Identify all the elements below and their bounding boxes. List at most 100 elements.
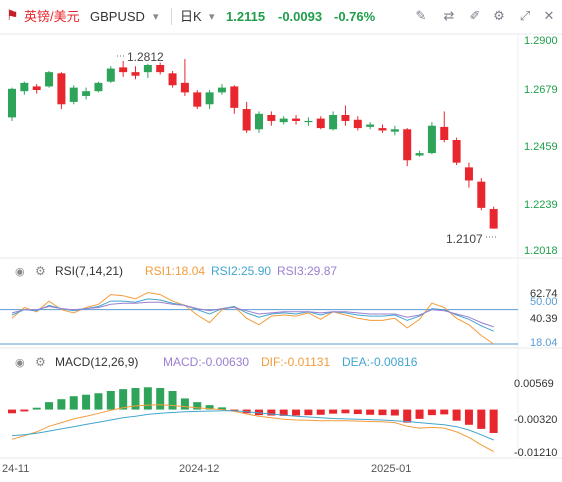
- macd-bar: [279, 409, 288, 416]
- candle-body: [193, 92, 202, 107]
- macd-bar: [205, 405, 214, 410]
- candle-body: [279, 118, 288, 123]
- macd-value: MACD:-0.00630: [163, 355, 249, 369]
- dea-value: DEA:-0.00816: [342, 355, 418, 369]
- macd-bar: [378, 409, 387, 416]
- candle-body: [242, 109, 251, 131]
- macd-tick: -0.01210: [514, 447, 557, 459]
- candle-body: [267, 115, 276, 121]
- macd-bar: [193, 402, 202, 410]
- candle-body: [143, 65, 152, 73]
- price-tick: 1.2459: [524, 141, 558, 153]
- candle-body: [106, 68, 115, 82]
- candle-body: [464, 167, 473, 181]
- candle-body: [156, 65, 165, 73]
- macd-bar: [427, 409, 436, 416]
- period-selector[interactable]: 日K: [180, 9, 202, 24]
- price-change-pct: -0.76%: [334, 9, 376, 24]
- macd-bar: [353, 409, 362, 415]
- rsi-header: ◉ ⚙ RSI(7,14,21) RSI1:18.04 RSI2:25.90 R…: [15, 264, 337, 278]
- candle-body: [57, 73, 66, 105]
- macd-bar: [106, 391, 115, 410]
- low-price-label: 1.2107: [446, 232, 483, 246]
- toolbar-divider: [171, 8, 172, 25]
- candle-body: [168, 73, 177, 86]
- macd-eye-icon[interactable]: ◉: [15, 357, 25, 369]
- macd-bar: [304, 409, 313, 416]
- macd-bar: [32, 407, 41, 410]
- candlestick-series: [8, 59, 498, 229]
- candle-body: [390, 129, 399, 132]
- price-tick: 1.2239: [524, 199, 558, 211]
- rsi-tick: 62.74: [530, 288, 558, 300]
- pencil-icon[interactable]: ✎: [415, 8, 427, 23]
- period-caret-icon[interactable]: ▾: [209, 11, 215, 23]
- macd-bar: [45, 402, 54, 410]
- current-price: 1.2115: [226, 9, 266, 24]
- time-tick: 24-11: [2, 463, 29, 475]
- settings-icon[interactable]: ⚙: [493, 8, 505, 23]
- macd-bar: [94, 393, 103, 410]
- candle-body: [20, 82, 29, 92]
- rsi-tick: 40.39: [530, 313, 558, 325]
- rsi2-value: RSI2:25.90: [211, 264, 271, 278]
- macd-bar: [415, 409, 424, 419]
- candle-body: [205, 92, 214, 105]
- macd-header: ◉ ⚙ MACD(12,26,9) MACD:-0.00630 DIF:-0.0…: [15, 355, 418, 369]
- macd-bar: [119, 389, 128, 410]
- pair-name[interactable]: 英镑/美元: [24, 9, 80, 24]
- candle-body: [304, 120, 313, 123]
- macd-bar: [390, 409, 399, 416]
- macd-tick: -0.00320: [514, 414, 557, 426]
- candle-body: [452, 140, 461, 163]
- macd-bar: [292, 409, 301, 416]
- macd-bar: [143, 387, 152, 410]
- candle-body: [477, 181, 486, 208]
- rsi-line-rsi2: [11, 298, 494, 332]
- chart-toolbar: ⚑ 英镑/美元 GBPUSD ▾ 日K ▾ 1.2115 -0.0093 -0.…: [0, 0, 562, 34]
- candle-body: [94, 82, 103, 92]
- price-tick: 1.2018: [524, 245, 558, 257]
- macd-bar: [477, 409, 486, 429]
- candle-body: [119, 67, 128, 73]
- symbol-selector[interactable]: GBPUSD: [90, 9, 145, 24]
- macd-bar: [329, 409, 338, 414]
- rsi-title: RSI(7,14,21): [55, 264, 123, 278]
- macd-title: MACD(12,26,9): [55, 355, 138, 369]
- expand-icon[interactable]: ⤢: [519, 8, 531, 23]
- eye-icon[interactable]: ◉: [15, 266, 25, 278]
- macd-bar: [255, 409, 263, 416]
- macd-bar: [440, 409, 449, 415]
- compare-icon[interactable]: ⇄: [443, 8, 455, 23]
- macd-bar: [131, 388, 140, 410]
- rsi-axis: 62.74 50.00 40.39 18.04: [530, 288, 558, 349]
- macd-bar: [403, 409, 412, 423]
- flag-icon: ⚑: [6, 7, 19, 23]
- rsi-tick: 18.04: [530, 337, 558, 349]
- macd-bar: [168, 391, 177, 410]
- draw-icon[interactable]: ✐: [469, 8, 481, 23]
- rsi-line-rsi3: [11, 301, 494, 328]
- macd-series: [8, 387, 498, 452]
- candle-body: [230, 86, 239, 108]
- macd-bar: [57, 399, 66, 410]
- close-icon[interactable]: ✕: [543, 8, 555, 23]
- macd-bar: [489, 409, 498, 433]
- macd-settings-icon[interactable]: ⚙: [35, 355, 46, 369]
- rsi-tick: 50.00: [530, 296, 558, 308]
- candle-body: [8, 88, 16, 118]
- price-tick: 1.2900: [524, 35, 558, 47]
- macd-bar: [464, 409, 473, 425]
- macd-tick: 0.00569: [514, 378, 554, 390]
- macd-bar: [366, 409, 375, 415]
- candle-body: [292, 118, 301, 121]
- high-price-label: 1.2812: [127, 50, 164, 64]
- rsi-settings-icon[interactable]: ⚙: [35, 264, 46, 278]
- time-tick: 2025-01: [371, 463, 411, 475]
- rsi1-value: RSI1:18.04: [145, 264, 205, 278]
- macd-bar: [217, 407, 226, 410]
- macd-bar: [267, 409, 276, 416]
- symbol-caret-icon[interactable]: ▾: [153, 11, 159, 23]
- macd-bar: [8, 409, 16, 414]
